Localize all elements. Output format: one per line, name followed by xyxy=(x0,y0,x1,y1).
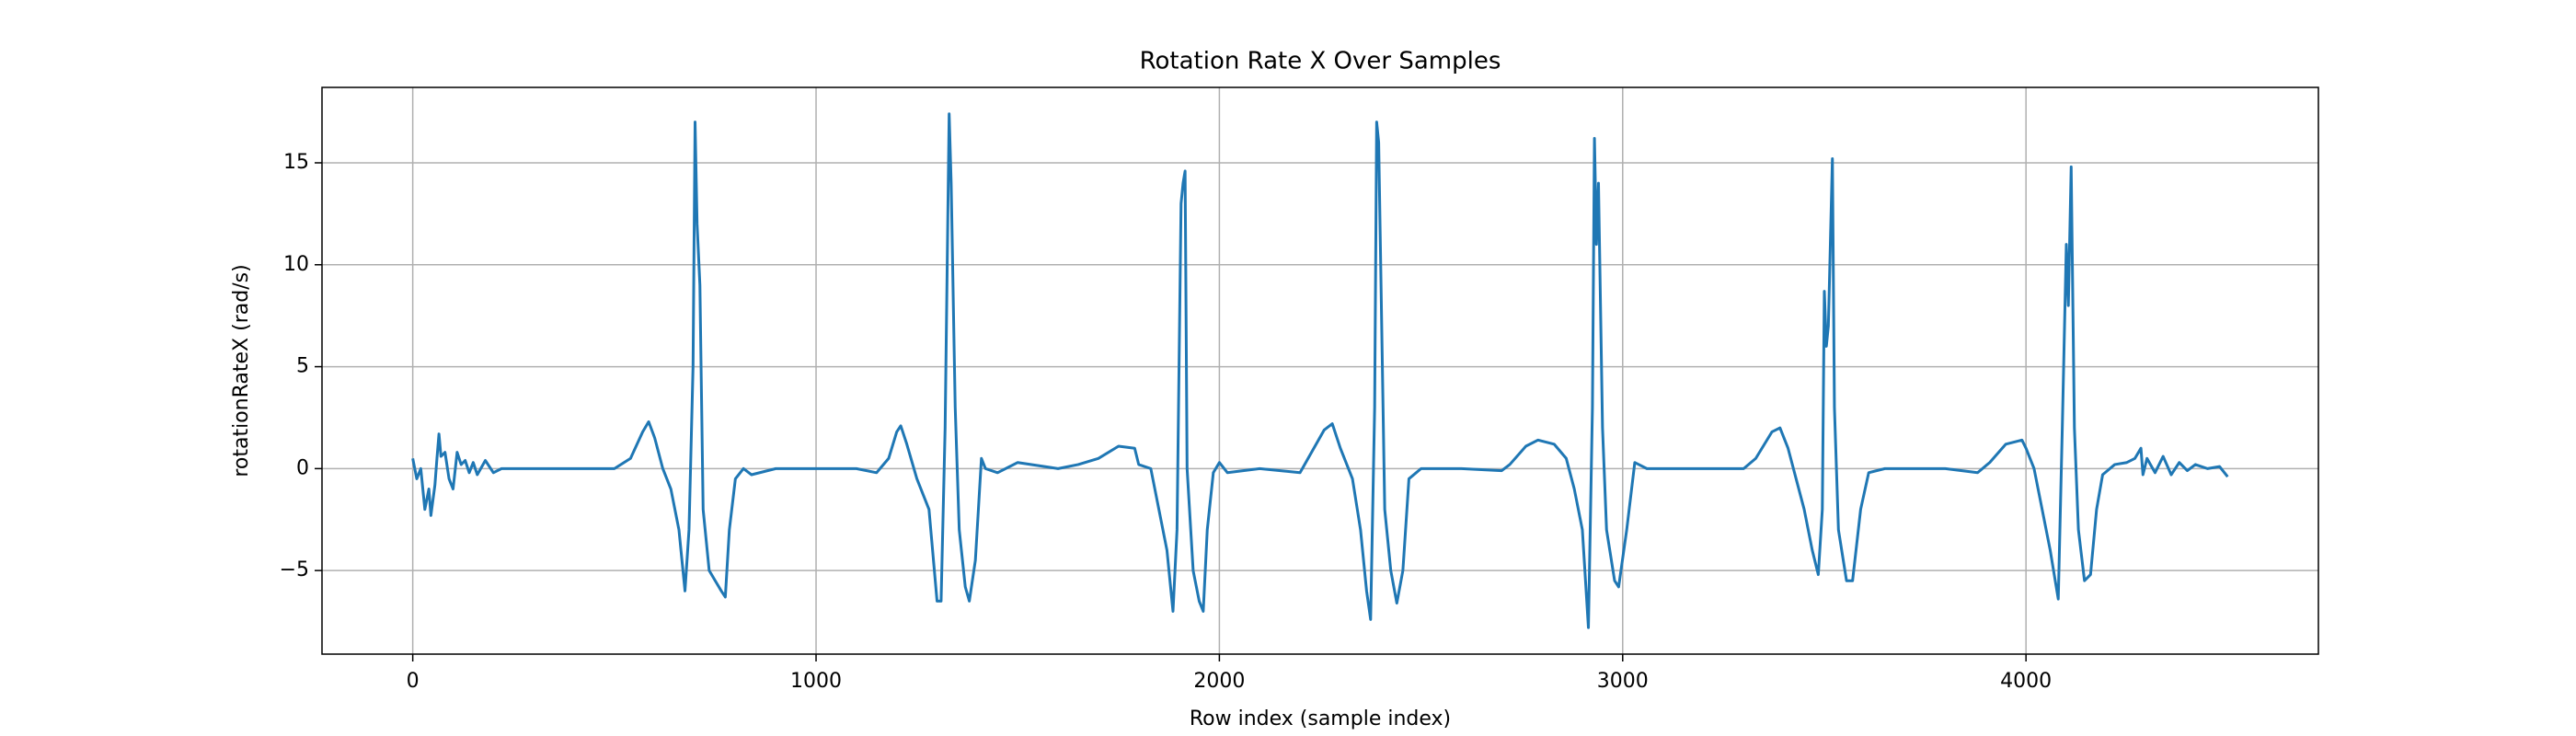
x-tick-label: 1000 xyxy=(790,670,842,693)
x-tick-label: 3000 xyxy=(1597,670,1649,693)
y-tick-label: −5 xyxy=(280,558,309,581)
data-line xyxy=(411,112,2229,629)
x-tick-label: 0 xyxy=(407,670,420,693)
x-tick-label: 4000 xyxy=(2000,670,2052,693)
y-tick-label: 10 xyxy=(283,253,309,276)
x-tick-label: 2000 xyxy=(1193,670,1245,693)
y-tick-label: 5 xyxy=(296,355,309,378)
y-axis-label: rotationRateX (rad/s) xyxy=(230,264,253,477)
y-tick-label: 0 xyxy=(296,456,309,479)
y-tick-label: 15 xyxy=(283,151,309,174)
x-axis-label: Row index (sample index) xyxy=(1190,707,1451,730)
chart-title: Rotation Rate X Over Samples xyxy=(1140,48,1501,75)
plot-frame xyxy=(321,86,2319,655)
